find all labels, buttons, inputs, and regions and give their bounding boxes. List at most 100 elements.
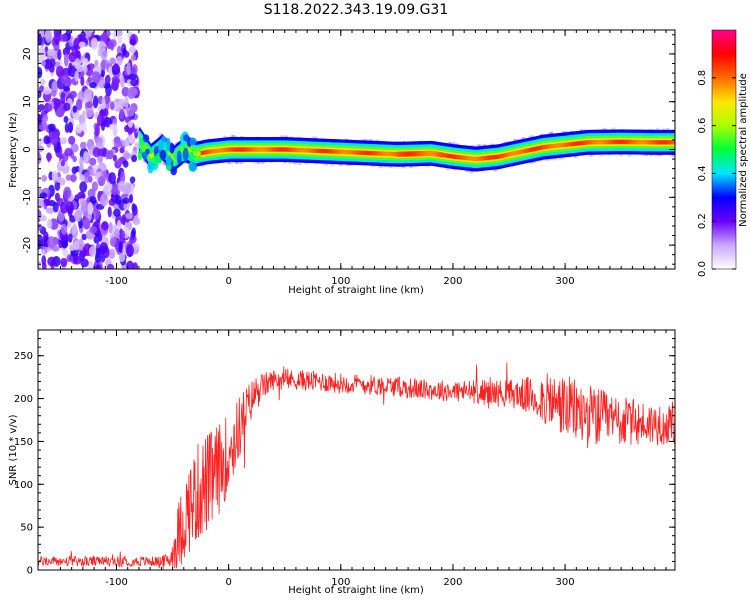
figure-title: S118.2022.343.19.09.G31 (264, 2, 449, 18)
ridge-segment (616, 139, 619, 145)
ridge-segment (469, 156, 472, 161)
snr-y-ticks: 0 50 100 150 200 250 (14, 338, 675, 577)
noise-blob (50, 132, 59, 146)
ridge-segment (221, 148, 224, 153)
noise-blob (38, 145, 44, 153)
ridge-segment (347, 150, 350, 155)
ridge-segment (565, 142, 567, 147)
noise-blob (49, 58, 56, 68)
ridge-segment (544, 144, 547, 150)
ridge-segment (533, 146, 536, 152)
noise-blob (43, 86, 51, 95)
ridge-segment (556, 143, 558, 148)
ridge-segment (334, 149, 336, 154)
ridge-segment (559, 143, 562, 148)
ridge-segment (617, 139, 620, 145)
ridge-segment (212, 149, 215, 154)
ridge-segment (143, 140, 146, 153)
ridge-segment (375, 151, 378, 156)
noise-blob (78, 238, 85, 251)
ridge-segment (270, 147, 272, 152)
noise-blob (120, 230, 126, 240)
ridge-segment (368, 150, 371, 156)
onset-blob (189, 137, 197, 146)
noise-blob (116, 55, 123, 66)
ridge-segment (465, 155, 468, 161)
ridge-segment (520, 149, 522, 155)
ridge-segment (541, 145, 544, 150)
noise-blob (67, 121, 74, 134)
ridge-segment (377, 151, 380, 156)
ridge-segment (419, 151, 422, 157)
noise-blob (89, 225, 98, 234)
ridge-segment (320, 148, 323, 154)
ridge-segment (277, 147, 280, 152)
ridge-segment (614, 139, 617, 145)
ridge-segment (642, 140, 645, 145)
ridge-segment (391, 151, 393, 157)
ridge-segment (420, 151, 423, 157)
ridge-segment (142, 138, 145, 152)
noise-blob (70, 173, 77, 183)
ridge-segment (653, 140, 656, 145)
ridge-segment (597, 140, 600, 145)
ridge-segment (260, 147, 262, 152)
ridge-segment (669, 140, 672, 145)
ridge-segment (387, 151, 390, 157)
ridge-segment (558, 143, 561, 148)
noise-blob (80, 76, 85, 87)
noise-blob (97, 148, 107, 157)
ridge-segment (265, 147, 268, 152)
noise-blob (90, 37, 99, 50)
ridge-segment (637, 139, 640, 145)
ridge-segment (418, 151, 420, 157)
ridge-segment (392, 151, 395, 157)
ridge-segment (352, 150, 354, 155)
ridge-segment (658, 140, 660, 145)
ridge-segment (515, 150, 518, 155)
colorbar-tick-label: 0.0 (697, 261, 708, 277)
ridge-segment (458, 155, 461, 160)
ridge-segment (596, 140, 599, 145)
noise-blob (87, 76, 92, 83)
ridge-segment (356, 150, 359, 155)
noise-blob (127, 125, 133, 137)
ridge-segment (327, 149, 330, 154)
ridge-segment (562, 142, 565, 148)
y-tick-label: 100 (14, 480, 33, 491)
ridge-segment (602, 139, 604, 145)
noise-blob (81, 110, 86, 123)
ridge-segment (532, 147, 535, 152)
ridge-segment (672, 140, 675, 145)
ridge-segment (331, 149, 334, 154)
noise-blob (38, 234, 44, 247)
noise-blob (47, 256, 56, 267)
noise-blob (112, 154, 117, 162)
ridge-segment (615, 139, 618, 145)
ridge-segment (258, 147, 261, 152)
ridge-segment (547, 144, 549, 149)
ridge-segment (357, 150, 360, 155)
ridge-segment (592, 140, 594, 145)
ridge-segment (552, 143, 555, 149)
ridge-segment (540, 145, 543, 150)
colorbar-tick-label: 0.2 (697, 213, 708, 229)
noise-blob (38, 85, 45, 93)
ridge-segment (424, 150, 427, 157)
ridge-segment (640, 139, 642, 145)
halo-blob (134, 144, 139, 148)
ridge-segment (275, 147, 278, 152)
ridge-segment (283, 147, 286, 152)
ridge-segment (519, 149, 521, 155)
ridge-segment (383, 151, 386, 156)
noise-blob (129, 176, 136, 184)
y-tick-label: 250 (14, 351, 33, 362)
noise-blob (39, 78, 46, 86)
ridge-segment (181, 145, 184, 158)
noise-blob (117, 185, 126, 192)
noise-blob (103, 116, 112, 128)
ridge-segment (492, 155, 494, 160)
ridge-segment (578, 141, 581, 146)
ridge-segment (410, 151, 413, 157)
noise-blob (130, 79, 139, 87)
